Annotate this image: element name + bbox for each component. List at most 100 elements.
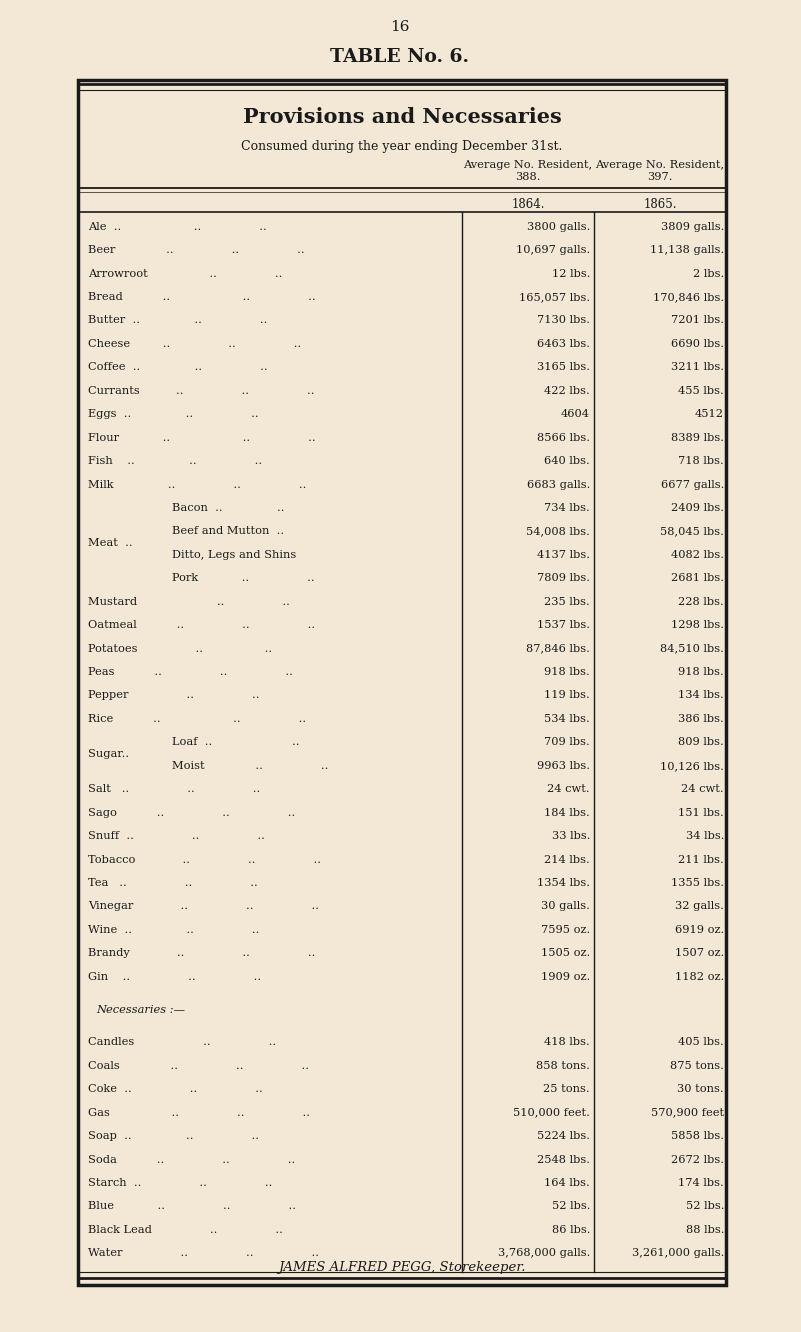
Text: Bacon  ..               ..: Bacon .. .. xyxy=(172,503,284,513)
Text: 9963 lbs.: 9963 lbs. xyxy=(537,761,590,771)
Text: 709 lbs.: 709 lbs. xyxy=(544,738,590,747)
Text: Ale  ..                    ..                ..: Ale .. .. .. xyxy=(88,221,267,232)
Text: 12 lbs.: 12 lbs. xyxy=(552,269,590,278)
Text: Brandy             ..                ..                ..: Brandy .. .. .. xyxy=(88,948,316,958)
Text: 151 lbs.: 151 lbs. xyxy=(678,807,724,818)
Text: Eggs  ..               ..                ..: Eggs .. .. .. xyxy=(88,409,259,420)
Text: 164 lbs.: 164 lbs. xyxy=(544,1177,590,1188)
Text: 25 tons.: 25 tons. xyxy=(543,1084,590,1094)
Text: 1909 oz.: 1909 oz. xyxy=(541,972,590,982)
Text: 405 lbs.: 405 lbs. xyxy=(678,1038,724,1047)
Text: Bread           ..                    ..                ..: Bread .. .. .. xyxy=(88,292,316,302)
Text: 11,138 galls.: 11,138 galls. xyxy=(650,245,724,256)
Text: Pepper                ..                ..: Pepper .. .. xyxy=(88,690,260,701)
Text: 1182 oz.: 1182 oz. xyxy=(674,972,724,982)
Text: 7130 lbs.: 7130 lbs. xyxy=(537,316,590,325)
Text: 24 cwt.: 24 cwt. xyxy=(682,785,724,794)
Text: 455 lbs.: 455 lbs. xyxy=(678,386,724,396)
Text: Gin    ..                ..                ..: Gin .. .. .. xyxy=(88,972,261,982)
Text: 858 tons.: 858 tons. xyxy=(536,1060,590,1071)
Text: Butter  ..               ..                ..: Butter .. .. .. xyxy=(88,316,268,325)
Text: Starch  ..                ..                ..: Starch .. .. .. xyxy=(88,1177,272,1188)
Text: 32 galls.: 32 galls. xyxy=(675,902,724,911)
Text: 214 lbs.: 214 lbs. xyxy=(544,855,590,864)
Text: Oatmeal           ..                ..                ..: Oatmeal .. .. .. xyxy=(88,621,315,630)
Text: Moist              ..                ..: Moist .. .. xyxy=(172,761,328,771)
Text: Necessaries :—: Necessaries :— xyxy=(96,1004,185,1015)
Text: 2548 lbs.: 2548 lbs. xyxy=(537,1155,590,1164)
Text: JAMES ALFRED PEGG, Storekeeper.: JAMES ALFRED PEGG, Storekeeper. xyxy=(278,1261,525,1275)
Text: Coke  ..                ..                ..: Coke .. .. .. xyxy=(88,1084,263,1094)
Text: 3165 lbs.: 3165 lbs. xyxy=(537,362,590,373)
Text: 4082 lbs.: 4082 lbs. xyxy=(671,550,724,559)
Text: 8566 lbs.: 8566 lbs. xyxy=(537,433,590,442)
Text: 1537 lbs.: 1537 lbs. xyxy=(537,621,590,630)
Text: 211 lbs.: 211 lbs. xyxy=(678,855,724,864)
Text: 418 lbs.: 418 lbs. xyxy=(544,1038,590,1047)
Text: 7201 lbs.: 7201 lbs. xyxy=(671,316,724,325)
Text: 3809 galls.: 3809 galls. xyxy=(661,221,724,232)
Text: 918 lbs.: 918 lbs. xyxy=(544,667,590,677)
Text: TABLE No. 6.: TABLE No. 6. xyxy=(331,48,469,67)
Text: 388.: 388. xyxy=(515,172,541,182)
Text: Rice           ..                    ..                ..: Rice .. .. .. xyxy=(88,714,306,723)
Text: 184 lbs.: 184 lbs. xyxy=(544,807,590,818)
Text: Coals              ..                ..                ..: Coals .. .. .. xyxy=(88,1060,309,1071)
Text: 16: 16 xyxy=(390,20,410,35)
Text: Potatoes                ..                 ..: Potatoes .. .. xyxy=(88,643,272,654)
Text: 6919 oz.: 6919 oz. xyxy=(674,924,724,935)
Text: 6690 lbs.: 6690 lbs. xyxy=(671,338,724,349)
Text: 534 lbs.: 534 lbs. xyxy=(544,714,590,723)
Text: Peas           ..                ..                ..: Peas .. .. .. xyxy=(88,667,293,677)
Text: Average No. Resident,: Average No. Resident, xyxy=(464,160,593,170)
Text: 3,261,000 galls.: 3,261,000 galls. xyxy=(632,1248,724,1259)
Text: 174 lbs.: 174 lbs. xyxy=(678,1177,724,1188)
Text: 8389 lbs.: 8389 lbs. xyxy=(671,433,724,442)
Text: Pork            ..                ..: Pork .. .. xyxy=(172,573,315,583)
Text: 3,768,000 galls.: 3,768,000 galls. xyxy=(497,1248,590,1259)
Text: 2681 lbs.: 2681 lbs. xyxy=(671,573,724,583)
Text: 10,697 galls.: 10,697 galls. xyxy=(516,245,590,256)
Text: 809 lbs.: 809 lbs. xyxy=(678,738,724,747)
Text: Ditto, Legs and Shins: Ditto, Legs and Shins xyxy=(172,550,296,559)
Text: 33 lbs.: 33 lbs. xyxy=(552,831,590,840)
Text: 54,008 lbs.: 54,008 lbs. xyxy=(526,526,590,537)
Text: 84,510 lbs.: 84,510 lbs. xyxy=(660,643,724,654)
Text: 6683 galls.: 6683 galls. xyxy=(526,480,590,490)
Text: 1505 oz.: 1505 oz. xyxy=(541,948,590,958)
Text: Cheese         ..                ..                ..: Cheese .. .. .. xyxy=(88,338,301,349)
Text: 1298 lbs.: 1298 lbs. xyxy=(671,621,724,630)
Text: 30 galls.: 30 galls. xyxy=(541,902,590,911)
Text: 397.: 397. xyxy=(647,172,673,182)
Text: 2409 lbs.: 2409 lbs. xyxy=(671,503,724,513)
Text: 570,900 feet: 570,900 feet xyxy=(651,1108,724,1118)
Text: Beer              ..                ..                ..: Beer .. .. .. xyxy=(88,245,304,256)
Text: Consumed during the year ending December 31st.: Consumed during the year ending December… xyxy=(241,140,562,153)
Text: 7595 oz.: 7595 oz. xyxy=(541,924,590,935)
Text: Black Lead                ..                ..: Black Lead .. .. xyxy=(88,1225,283,1235)
Text: Snuff  ..                ..                ..: Snuff .. .. .. xyxy=(88,831,265,840)
Text: 119 lbs.: 119 lbs. xyxy=(544,690,590,701)
Text: Tobacco             ..                ..                ..: Tobacco .. .. .. xyxy=(88,855,321,864)
Text: Loaf  ..                      ..: Loaf .. .. xyxy=(172,738,300,747)
Text: 7809 lbs.: 7809 lbs. xyxy=(537,573,590,583)
Text: 58,045 lbs.: 58,045 lbs. xyxy=(660,526,724,537)
Text: Water                ..                ..                ..: Water .. .. .. xyxy=(88,1248,319,1259)
Text: Meat  ..: Meat .. xyxy=(88,538,140,549)
Text: Fish    ..               ..                ..: Fish .. .. .. xyxy=(88,456,262,466)
Text: 228 lbs.: 228 lbs. xyxy=(678,597,724,606)
Text: 1864.: 1864. xyxy=(511,198,545,210)
Text: 4512: 4512 xyxy=(695,409,724,420)
Text: 5858 lbs.: 5858 lbs. xyxy=(671,1131,724,1142)
Text: 5224 lbs.: 5224 lbs. xyxy=(537,1131,590,1142)
Text: Tea   ..                ..                ..: Tea .. .. .. xyxy=(88,878,258,888)
Text: Blue            ..                ..                ..: Blue .. .. .. xyxy=(88,1201,296,1211)
Text: 1355 lbs.: 1355 lbs. xyxy=(671,878,724,888)
Text: Milk               ..                ..                ..: Milk .. .. .. xyxy=(88,480,306,490)
Text: 134 lbs.: 134 lbs. xyxy=(678,690,724,701)
Text: Gas                 ..                ..                ..: Gas .. .. .. xyxy=(88,1108,310,1118)
Text: Mustard                      ..                ..: Mustard .. .. xyxy=(88,597,290,606)
Text: 3211 lbs.: 3211 lbs. xyxy=(671,362,724,373)
Text: 734 lbs.: 734 lbs. xyxy=(544,503,590,513)
Text: 510,000 feet.: 510,000 feet. xyxy=(513,1108,590,1118)
